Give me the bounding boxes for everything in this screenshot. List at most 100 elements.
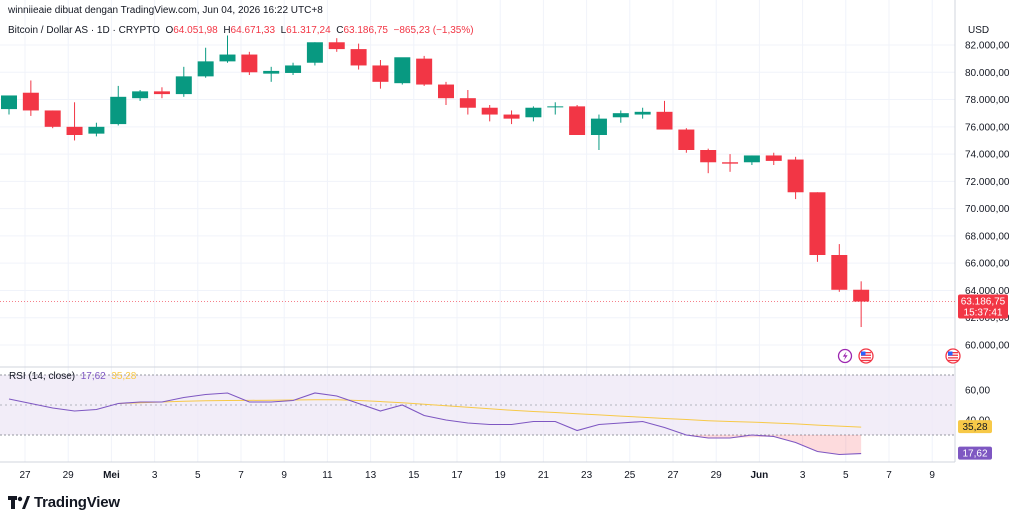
candle[interactable] [394,57,411,85]
price-tick-label: 70.000,00 [965,204,1010,215]
candle[interactable] [809,192,826,262]
candle[interactable] [219,35,236,63]
candle[interactable] [88,122,105,137]
price-tick-label: 82.000,00 [965,41,1010,52]
low-value: 61.317,24 [286,25,331,36]
candle[interactable] [285,62,302,75]
candle[interactable] [853,281,870,328]
tradingview-logo[interactable]: TradingView [8,494,120,511]
candle-body [612,113,629,118]
rsi-ma-line [118,399,862,428]
candle[interactable] [700,148,717,174]
high-label: H [223,25,231,36]
rsi-ma-badge-value: 35,28 [962,422,987,433]
price-tick-label: 66.000,00 [965,259,1010,270]
rsi-value-badge-bg [958,446,992,460]
candle[interactable] [438,81,454,105]
time-tick-label: 17 [451,470,463,481]
candle-body [547,106,564,108]
symbol-legend[interactable]: Bitcoin / Dollar AS · 1D · CRYPTO O64.05… [8,25,474,36]
currency-label[interactable]: USD [968,25,990,36]
candle-body [394,57,411,84]
rsi-band [0,374,955,436]
price-axis[interactable]: 82.000,00 80.000,00 78.000,00 76.000,00 74.0… [965,41,1010,352]
candle-body [787,159,804,193]
low-label: L [280,25,287,36]
candle[interactable] [634,107,651,119]
candle[interactable] [372,60,389,89]
last-price-badge-price: 63.186,75 [961,297,1006,308]
candle[interactable] [743,155,760,165]
close-label: C [336,25,344,36]
price-tick-label: 62.000,00 [965,313,1010,324]
candle[interactable] [22,80,39,116]
candle[interactable] [110,85,127,126]
candle[interactable] [787,156,804,200]
rsi-value: 17,62 [80,371,106,382]
candle-body [153,91,170,95]
price-tick-label: 80.000,00 [965,68,1010,79]
candle[interactable] [416,55,433,86]
lightning-event-icon[interactable] [837,348,853,364]
time-axis[interactable]: 27 29 Mei 3 5 7 9 11 13 15 17 19 21 23 25 27 29 Jun 3 5 7 9 [19,470,935,481]
candle-body [416,58,433,85]
tradingview-logo-icon [8,495,30,509]
candle[interactable] [612,110,629,123]
candle[interactable] [197,47,214,78]
us-flag-axis-icon[interactable] [945,348,961,364]
candle[interactable] [328,38,345,52]
event-icons[interactable] [837,348,961,364]
candle[interactable] [525,106,542,122]
last-price-badge-countdown: 15:37:41 [964,308,1003,319]
us-flag-event-icon[interactable] [858,348,874,364]
symbol-name[interactable]: Bitcoin / Dollar AS · 1D · CRYPTO [8,25,160,36]
candle-body [853,289,870,302]
candle[interactable] [831,244,848,292]
candle[interactable] [132,90,149,101]
candle[interactable] [503,110,520,125]
candle-body [438,84,454,99]
candle[interactable] [547,102,564,115]
candle[interactable] [722,154,739,172]
rsi-label[interactable]: RSI (14, close) [9,371,76,382]
candle[interactable] [241,51,258,75]
candlestick-series[interactable] [1,35,870,328]
candle[interactable] [765,152,782,165]
time-tick-label: 3 [152,470,158,481]
candle[interactable] [66,102,83,141]
time-tick-label: 5 [195,470,201,481]
candle[interactable] [678,128,695,153]
price-tick-label: 68.000,00 [965,231,1010,242]
candle-body [569,106,586,135]
candle-body [481,107,498,115]
candle[interactable] [350,43,367,70]
candle[interactable] [44,110,61,129]
candle-body [743,155,760,163]
candle[interactable] [459,90,476,115]
candle[interactable] [153,87,170,99]
candle-body [219,54,236,62]
candle[interactable] [306,42,323,66]
candle[interactable] [656,100,673,130]
candle[interactable] [569,105,586,135]
rsi-series[interactable] [8,392,862,456]
candle-body [722,162,739,164]
candle-body [831,255,848,290]
time-tick-label: 23 [581,470,593,481]
candle-body [372,65,389,82]
high-value: 64.671,33 [230,25,276,36]
candle[interactable] [590,114,607,150]
candle-body [503,114,520,119]
candle[interactable] [175,66,192,97]
candle-body [1,95,17,110]
candle[interactable] [263,66,280,82]
candle-body [197,61,214,77]
time-tick-label: 9 [929,470,935,481]
rsi-ma-badge: 35,28 [958,420,992,434]
rsi-legend[interactable]: RSI (14, close) 17,62 35,28 [9,371,136,382]
candle[interactable] [1,95,17,115]
rsi-oversold-fill [686,435,862,455]
candle[interactable] [481,105,498,122]
